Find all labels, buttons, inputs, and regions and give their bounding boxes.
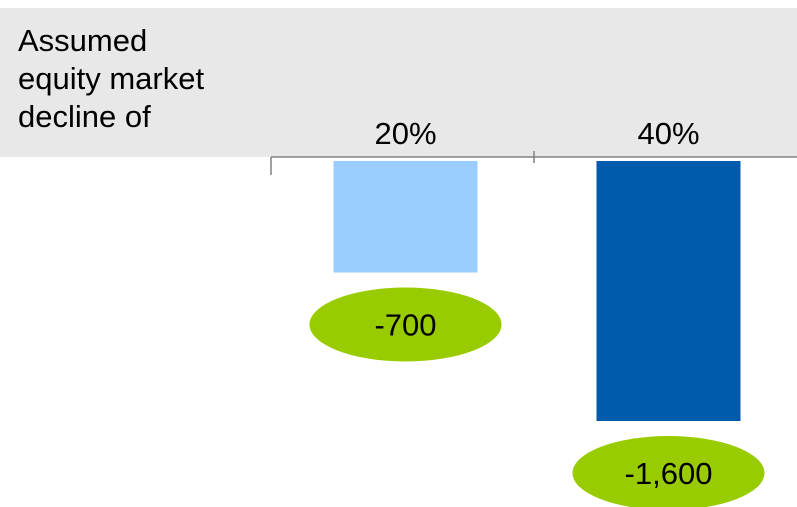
bar-40% [596, 161, 741, 421]
header-band [0, 8, 797, 157]
data-label-bubble [572, 436, 765, 507]
row-header-line-2: equity market [18, 61, 205, 96]
row-header: Assumed equity market decline of [18, 22, 204, 136]
data-label: -1,600 [625, 456, 713, 491]
row-header-line-3: decline of [18, 99, 151, 134]
bar-20% [333, 161, 478, 273]
data-label: -700 [374, 308, 436, 343]
x-tick-label: 20% [374, 116, 436, 151]
x-tick-label: 40% [637, 116, 699, 151]
data-label-bubble [309, 287, 502, 362]
row-header-line-1: Assumed [18, 23, 148, 58]
